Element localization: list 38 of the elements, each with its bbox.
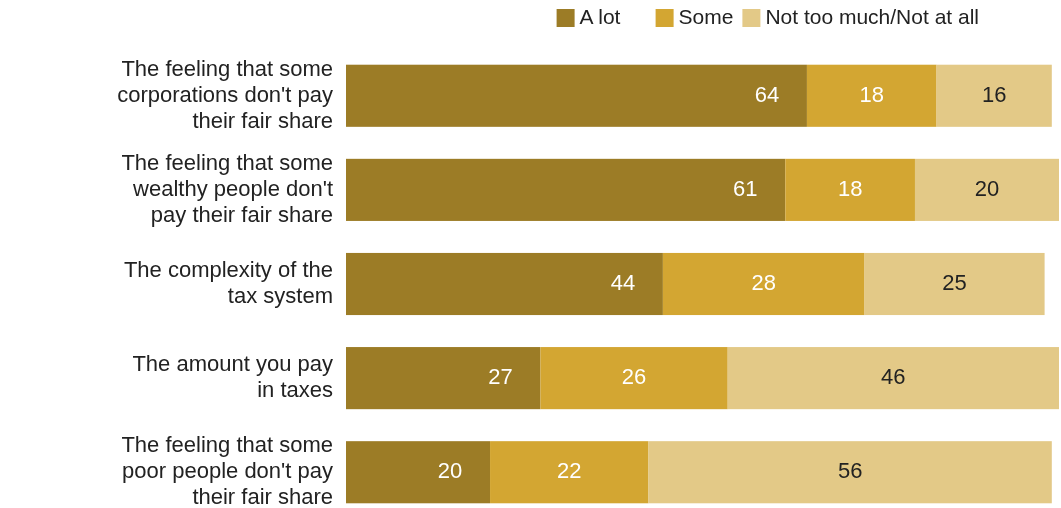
- bar: [346, 441, 491, 504]
- data-label: 56: [837, 458, 863, 484]
- data-label: 44: [610, 269, 636, 295]
- legend-label: Some: [678, 4, 734, 28]
- bar: [785, 158, 915, 221]
- y-tick-label: The feeling that some poor people don't pay their fair share: [121, 432, 333, 508]
- bar: [540, 347, 728, 410]
- legend-label: Not too much/Not at all: [765, 4, 980, 28]
- bar: [936, 64, 1052, 127]
- bar: [914, 158, 1059, 221]
- y-tick-label: The complexity of the tax system: [123, 256, 333, 308]
- data-label: 46: [881, 363, 906, 389]
- legend-label: A lot: [579, 4, 621, 28]
- data-label: 22: [557, 458, 582, 484]
- data-label: 20: [974, 175, 1000, 201]
- data-label: 27: [488, 363, 513, 389]
- bar: [727, 347, 1059, 410]
- data-label: 18: [837, 175, 863, 201]
- y-tick-label: The feeling that some corporations don't pay their fair share: [117, 55, 333, 133]
- data-label: 64: [754, 81, 780, 107]
- data-label: 61: [733, 175, 758, 201]
- bar: [806, 64, 937, 127]
- data-label: 28: [751, 269, 776, 295]
- bar: [346, 347, 541, 410]
- data-label: 25: [942, 269, 967, 295]
- bar: [648, 441, 1052, 504]
- bar: [490, 441, 649, 504]
- bar: [346, 158, 786, 221]
- data-label: 20: [437, 458, 463, 484]
- bar: [864, 252, 1045, 316]
- bar: [346, 252, 663, 316]
- data-label: 18: [859, 81, 884, 107]
- y-tick-label: The amount you pay in taxes: [132, 350, 333, 402]
- y-tick-label: The feeling that some wealthy people don't pay their fair share: [121, 149, 333, 227]
- bar: [346, 64, 807, 127]
- data-label: 16: [981, 81, 1007, 107]
- bar: [662, 252, 865, 316]
- data-label: 26: [621, 363, 647, 389]
